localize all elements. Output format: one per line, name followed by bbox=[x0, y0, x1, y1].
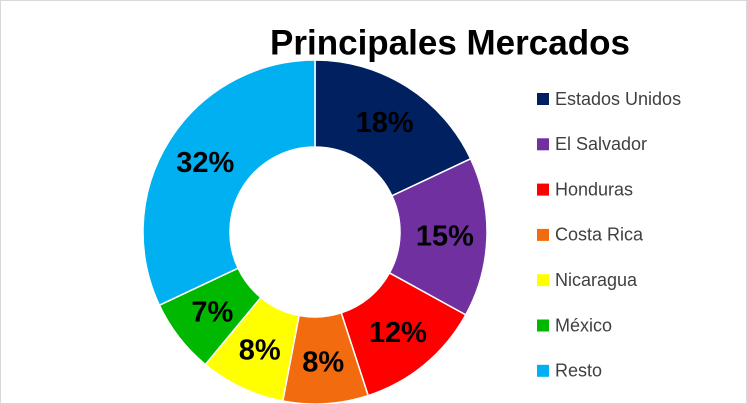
legend-label: México bbox=[555, 315, 612, 335]
data-label: 15% bbox=[416, 221, 474, 253]
data-label: 7% bbox=[191, 296, 233, 328]
slice bbox=[142, 59, 316, 307]
legend-swatch bbox=[537, 319, 549, 332]
chart-title: Principales Mercados bbox=[270, 23, 630, 62]
data-label: 8% bbox=[239, 334, 281, 366]
legend-swatch bbox=[537, 274, 549, 287]
legend-label: El Salvador bbox=[555, 134, 647, 154]
legend-swatch bbox=[537, 228, 549, 241]
slice bbox=[314, 59, 472, 197]
data-label: 32% bbox=[176, 147, 234, 179]
data-label: 12% bbox=[369, 317, 427, 349]
legend-label: Nicaragua bbox=[555, 270, 638, 290]
legend-label: Resto bbox=[555, 361, 602, 381]
data-label: 8% bbox=[302, 346, 344, 378]
legend-swatch bbox=[537, 93, 549, 105]
legend-label: Estados Unidos bbox=[555, 89, 681, 109]
legend-label: Honduras bbox=[555, 179, 633, 199]
legend-swatch bbox=[537, 183, 549, 196]
legend-swatch bbox=[537, 364, 549, 377]
legend-label: Costa Rica bbox=[555, 225, 644, 245]
legend-swatch bbox=[537, 138, 549, 151]
data-label: 18% bbox=[356, 107, 414, 139]
